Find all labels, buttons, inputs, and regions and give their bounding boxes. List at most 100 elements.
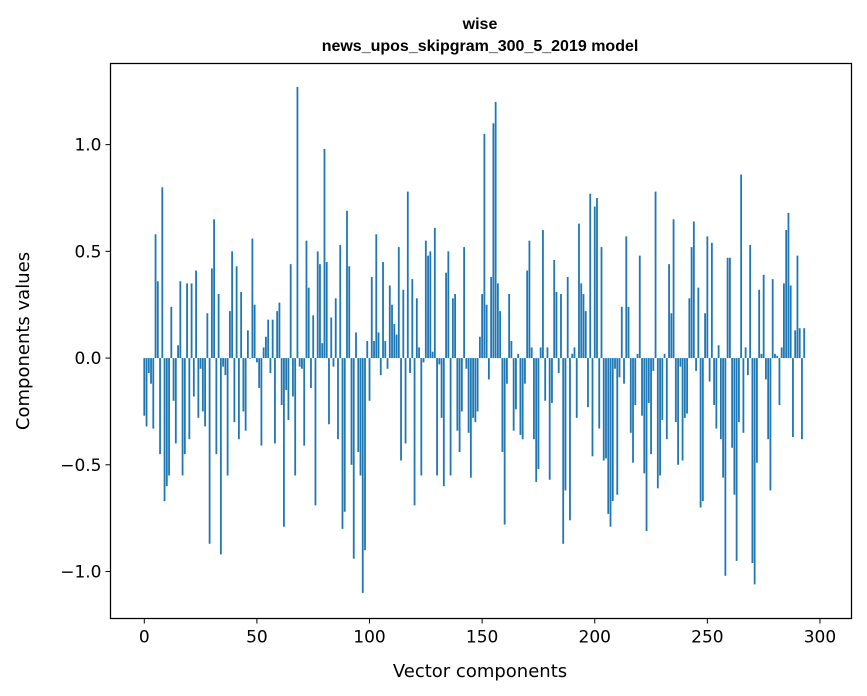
bar <box>794 330 797 359</box>
bar <box>496 283 499 359</box>
bar <box>733 358 736 495</box>
bar <box>298 358 301 367</box>
bar <box>337 358 339 440</box>
bar <box>749 244 752 359</box>
bar <box>593 206 596 359</box>
plot-frame <box>109 62 853 620</box>
bar <box>557 358 560 374</box>
bar <box>445 272 447 359</box>
bar <box>312 315 315 359</box>
bar <box>188 358 191 440</box>
bar <box>271 319 274 359</box>
bar <box>735 358 738 561</box>
y-tick-label: 0.5 <box>74 242 101 262</box>
bar <box>679 358 682 367</box>
bar <box>181 358 184 476</box>
bar <box>343 358 346 512</box>
bar <box>602 358 605 461</box>
bar <box>456 358 459 431</box>
bar <box>728 257 731 359</box>
bar <box>269 358 272 374</box>
bar <box>521 358 524 440</box>
bar <box>636 353 639 359</box>
bar <box>670 313 673 359</box>
bar <box>161 187 164 359</box>
bar <box>469 358 472 478</box>
bar <box>449 358 452 476</box>
bar <box>758 289 761 359</box>
bar <box>294 358 297 476</box>
bar <box>695 358 697 371</box>
bar <box>551 358 553 403</box>
bar <box>307 287 310 359</box>
bar <box>661 358 664 420</box>
bar <box>560 294 562 359</box>
bar <box>742 358 745 433</box>
bar <box>165 358 168 487</box>
bar <box>774 353 776 359</box>
bar <box>400 358 402 461</box>
bar <box>587 358 589 408</box>
bar <box>573 347 576 359</box>
bar <box>515 358 517 410</box>
bar <box>737 358 740 423</box>
bar <box>769 358 772 491</box>
x-tick-label: 200 <box>579 628 611 648</box>
bar <box>607 358 610 514</box>
bar <box>467 358 470 433</box>
bar <box>163 358 166 502</box>
x-axis-label: Vector components <box>393 661 567 682</box>
bar <box>237 358 240 440</box>
bar <box>364 358 366 551</box>
bar <box>762 274 765 359</box>
bar <box>361 358 364 593</box>
bar <box>217 294 220 359</box>
bar <box>483 133 486 359</box>
bar <box>654 191 657 359</box>
bar <box>641 358 643 416</box>
bar <box>357 358 360 452</box>
bar <box>638 255 641 359</box>
bar <box>195 270 197 359</box>
bar <box>170 306 173 359</box>
bar <box>393 323 396 359</box>
bar <box>650 358 652 455</box>
bar <box>418 347 420 359</box>
bar <box>341 358 344 529</box>
bar <box>719 358 722 440</box>
bar <box>305 240 308 359</box>
bar <box>706 236 709 359</box>
bar <box>584 311 587 359</box>
bar <box>370 276 373 359</box>
bar <box>801 358 803 440</box>
bar <box>278 302 281 359</box>
bar <box>566 276 569 359</box>
bar <box>512 358 515 431</box>
bar <box>152 358 155 429</box>
bar <box>319 264 321 359</box>
bar <box>674 358 677 423</box>
bar <box>627 306 630 359</box>
bar <box>503 358 506 525</box>
bar <box>605 358 607 459</box>
bar <box>406 191 409 359</box>
bar <box>260 358 263 446</box>
bar-series <box>143 86 806 593</box>
bar <box>789 285 792 359</box>
bar <box>199 358 202 369</box>
bar <box>235 266 238 359</box>
bar <box>183 358 186 455</box>
bar <box>415 298 418 359</box>
bar <box>451 298 454 359</box>
y-tick-label: −1.0 <box>60 563 101 583</box>
bar <box>620 306 623 359</box>
bar <box>656 358 659 489</box>
bar <box>625 236 628 359</box>
bar <box>433 227 436 359</box>
bar <box>659 358 661 476</box>
bar <box>713 358 716 406</box>
bar <box>215 358 218 455</box>
bar <box>379 358 382 376</box>
bar <box>591 358 594 457</box>
bar <box>481 294 484 359</box>
